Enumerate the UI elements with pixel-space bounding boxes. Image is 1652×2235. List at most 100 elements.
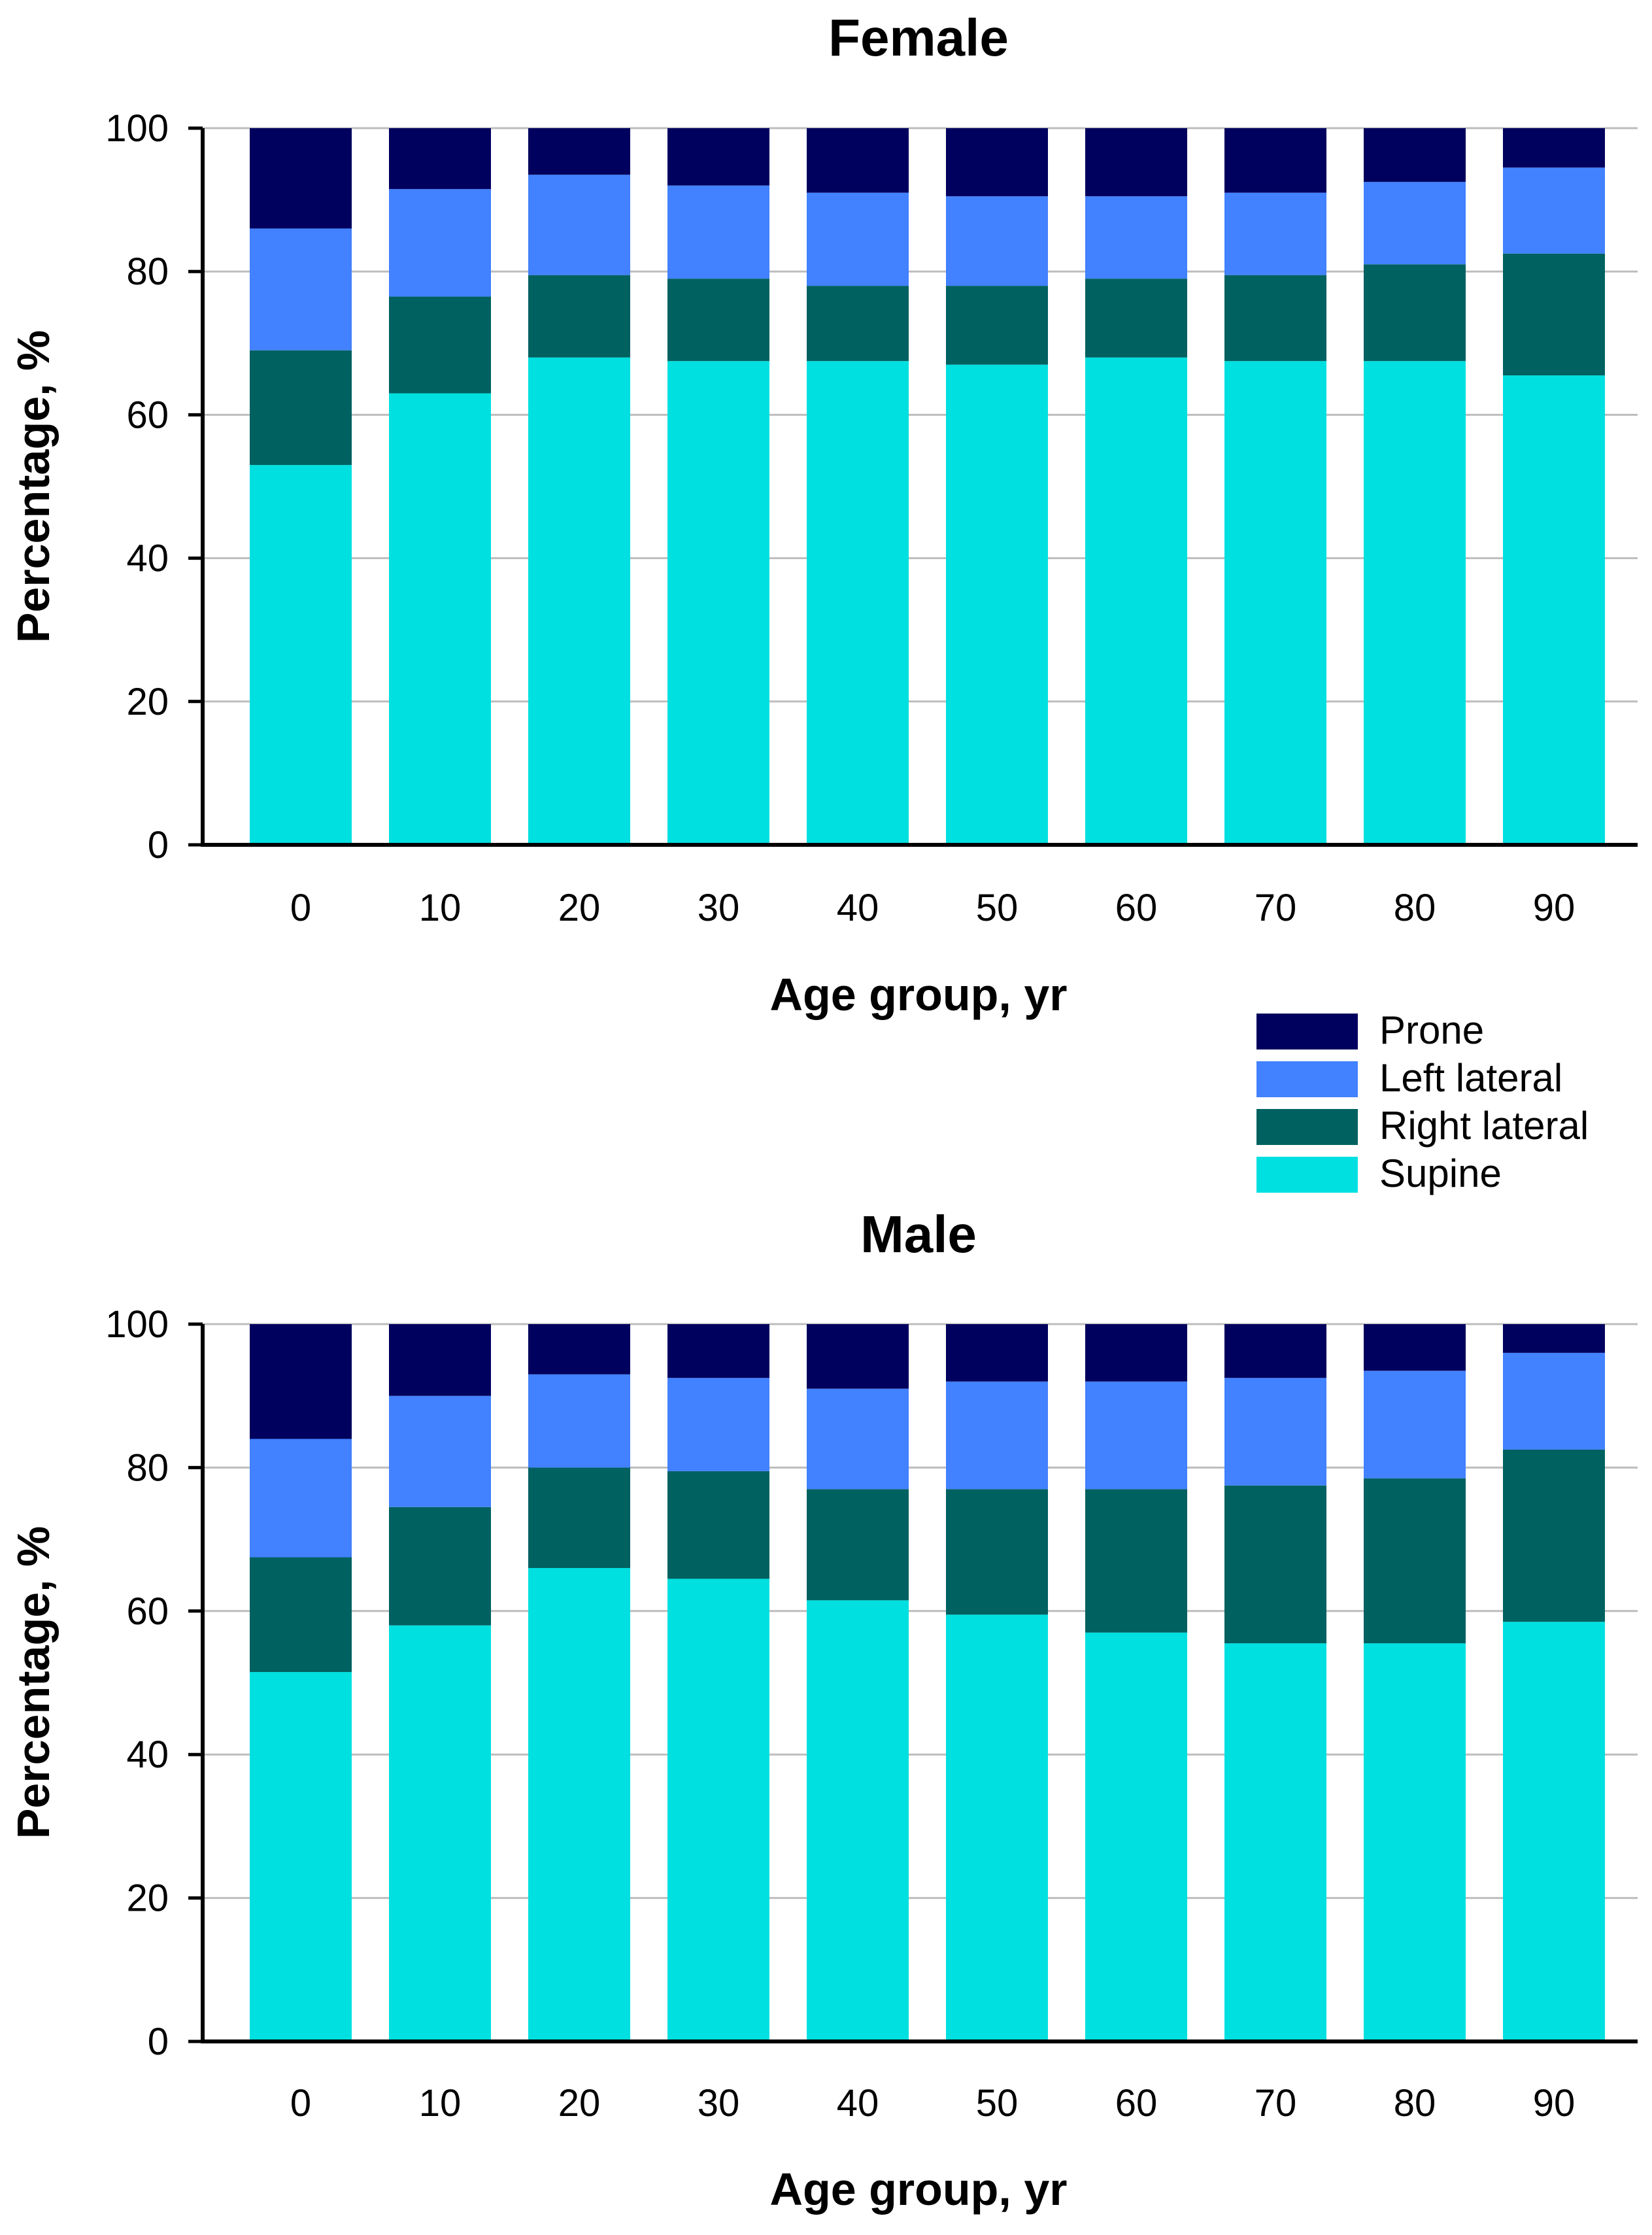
male-bar-supine-50	[946, 1614, 1048, 2041]
legend-swatch-right-lateral	[1256, 1109, 1358, 1145]
female-bar-prone-90	[1503, 128, 1605, 168]
male-bar-prone-60	[1085, 1324, 1187, 1382]
male-bar-right-lateral-0	[250, 1557, 352, 1673]
male-bar-right-lateral-40	[807, 1489, 909, 1601]
male-bar-left-lateral-60	[1085, 1381, 1187, 1490]
male-bar-left-lateral-0	[250, 1439, 352, 1558]
legend-label-supine: Supine	[1379, 1152, 1502, 1195]
male-bar-prone-30	[667, 1324, 769, 1378]
legend-label-prone: Prone	[1379, 1008, 1484, 1052]
male-bar-supine-20	[528, 1567, 630, 2041]
male-x-tick-label: 50	[976, 2082, 1019, 2124]
male-bar-left-lateral-20	[528, 1374, 630, 1468]
male-bar-supine-40	[807, 1600, 909, 2041]
male-bar-left-lateral-50	[946, 1381, 1048, 1490]
female-bar-supine-40	[807, 361, 909, 845]
female-bar-prone-40	[807, 128, 909, 193]
male-x-tick-label: 40	[837, 2082, 879, 2124]
male-y-axis-title: Percentage, %	[8, 1526, 59, 1839]
male-x-tick-label: 10	[419, 2082, 462, 2124]
female-x-tick-label: 50	[976, 887, 1019, 929]
female-bar-right-lateral-60	[1085, 279, 1187, 358]
female-bar-prone-60	[1085, 128, 1187, 197]
female-x-tick-label: 70	[1255, 887, 1297, 929]
female-bar-right-lateral-0	[250, 350, 352, 466]
male-x-tick-label: 90	[1533, 2082, 1576, 2124]
male-y-tick-label: 40	[126, 1733, 169, 1776]
male-bar-prone-0	[250, 1324, 352, 1439]
female-bar-prone-70	[1224, 128, 1326, 193]
female-bar-supine-0	[250, 465, 352, 845]
female-y-tick-label: 0	[148, 824, 169, 866]
female-y-tick-label: 20	[126, 681, 169, 723]
female-bar-prone-80	[1364, 128, 1466, 182]
female-x-tick-label: 10	[419, 887, 462, 929]
female-bar-right-lateral-50	[946, 286, 1048, 365]
female-bar-left-lateral-10	[389, 189, 491, 297]
female-bar-left-lateral-70	[1224, 192, 1326, 275]
male-bar-supine-70	[1224, 1643, 1326, 2041]
female-bar-left-lateral-60	[1085, 196, 1187, 279]
male-bar-prone-90	[1503, 1324, 1605, 1353]
female-bar-right-lateral-10	[389, 296, 491, 394]
female-x-tick-label: 40	[837, 887, 879, 929]
female-x-tick-label: 80	[1394, 887, 1436, 929]
male-bar-supine-30	[667, 1578, 769, 2041]
male-bar-left-lateral-70	[1224, 1378, 1326, 1486]
male-bar-supine-80	[1364, 1643, 1466, 2041]
female-bar-right-lateral-40	[807, 286, 909, 362]
female-bar-supine-60	[1085, 357, 1187, 845]
female-bar-supine-20	[528, 357, 630, 845]
male-bar-left-lateral-90	[1503, 1352, 1605, 1450]
female-y-tick-label: 100	[105, 107, 169, 150]
female-x-tick-label: 60	[1115, 887, 1158, 929]
female-bar-left-lateral-80	[1364, 182, 1466, 265]
female-bar-right-lateral-20	[528, 275, 630, 358]
legend-label-left-lateral: Left lateral	[1379, 1056, 1562, 1100]
female-bar-left-lateral-40	[807, 192, 909, 286]
female-bar-prone-0	[250, 128, 352, 229]
male-bar-supine-0	[250, 1672, 352, 2041]
female-bar-left-lateral-50	[946, 196, 1048, 286]
female-y-axis-title: Percentage, %	[8, 330, 59, 643]
female-y-tick-label: 60	[126, 394, 169, 436]
male-bar-prone-10	[389, 1324, 491, 1396]
female-bar-right-lateral-30	[667, 279, 769, 362]
male-bar-right-lateral-10	[389, 1507, 491, 1626]
male-x-tick-label: 30	[698, 2082, 740, 2124]
male-x-tick-label: 80	[1394, 2082, 1436, 2124]
female-y-tick-label: 80	[126, 250, 169, 293]
male-x-tick-label: 70	[1255, 2082, 1297, 2124]
female-bar-left-lateral-30	[667, 185, 769, 279]
male-bar-prone-70	[1224, 1324, 1326, 1378]
female-bar-right-lateral-70	[1224, 275, 1326, 362]
male-x-tick-label: 20	[558, 2082, 601, 2124]
male-y-tick-label: 60	[126, 1590, 169, 1633]
female-x-tick-label: 90	[1533, 887, 1576, 929]
female-bar-supine-10	[389, 393, 491, 845]
female-bar-supine-80	[1364, 361, 1466, 845]
male-bar-right-lateral-20	[528, 1467, 630, 1568]
male-bar-right-lateral-60	[1085, 1489, 1187, 1633]
female-bar-supine-50	[946, 364, 1048, 845]
female-bar-left-lateral-90	[1503, 167, 1605, 254]
male-x-tick-label: 0	[290, 2082, 311, 2124]
female-x-tick-label: 20	[558, 887, 601, 929]
male-bar-supine-10	[389, 1625, 491, 2041]
female-x-tick-label: 30	[698, 887, 740, 929]
male-bar-prone-20	[528, 1324, 630, 1374]
male-bar-prone-40	[807, 1324, 909, 1389]
male-bar-left-lateral-40	[807, 1388, 909, 1490]
female-y-tick-label: 40	[126, 537, 169, 580]
female-bar-prone-20	[528, 128, 630, 175]
legend-swatch-supine	[1256, 1157, 1358, 1193]
female-x-axis-title: Age group, yr	[769, 969, 1067, 1020]
male-y-tick-label: 100	[105, 1303, 169, 1346]
male-bar-prone-50	[946, 1324, 1048, 1382]
female-chart-title: Female	[828, 9, 1009, 67]
female-x-tick-label: 0	[290, 887, 311, 929]
male-bar-right-lateral-70	[1224, 1485, 1326, 1644]
legend-swatch-left-lateral	[1256, 1061, 1358, 1097]
male-bar-supine-90	[1503, 1622, 1605, 2041]
